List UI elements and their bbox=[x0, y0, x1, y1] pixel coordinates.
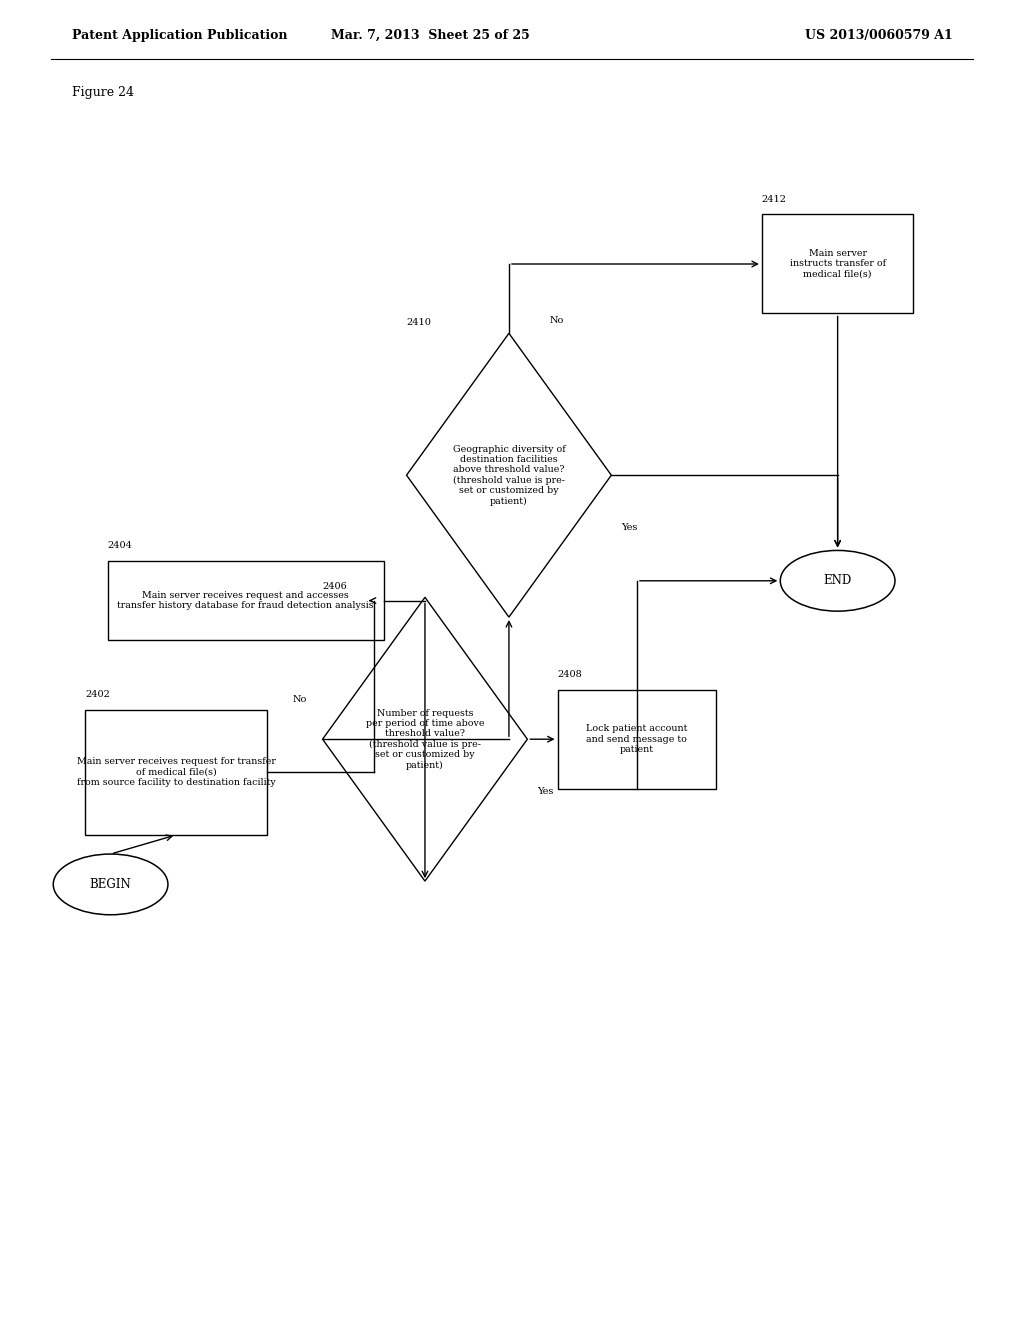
Text: Mar. 7, 2013  Sheet 25 of 25: Mar. 7, 2013 Sheet 25 of 25 bbox=[331, 29, 529, 42]
Text: Patent Application Publication: Patent Application Publication bbox=[72, 29, 287, 42]
Text: Main server receives request and accesses
transfer history database for fraud de: Main server receives request and accesse… bbox=[118, 591, 374, 610]
Text: 2408: 2408 bbox=[557, 671, 583, 678]
Text: 2410: 2410 bbox=[407, 318, 431, 326]
Bar bbox=[762, 214, 913, 313]
Text: END: END bbox=[823, 574, 852, 587]
Text: Yes: Yes bbox=[538, 788, 554, 796]
Text: 2402: 2402 bbox=[85, 690, 110, 700]
Text: 2404: 2404 bbox=[108, 541, 132, 550]
Bar bbox=[557, 689, 717, 788]
Text: 2406: 2406 bbox=[323, 582, 347, 591]
Text: BEGIN: BEGIN bbox=[90, 878, 131, 891]
Text: US 2013/0060579 A1: US 2013/0060579 A1 bbox=[805, 29, 952, 42]
Text: Figure 24: Figure 24 bbox=[72, 86, 134, 99]
Bar bbox=[85, 710, 267, 836]
Text: No: No bbox=[550, 315, 564, 325]
Text: Lock patient account
and send message to
patient: Lock patient account and send message to… bbox=[587, 725, 687, 754]
Text: 2412: 2412 bbox=[762, 195, 786, 205]
Text: Geographic diversity of
destination facilities
above threshold value?
(threshold: Geographic diversity of destination faci… bbox=[453, 445, 565, 506]
Bar bbox=[108, 561, 384, 640]
Text: Number of requests
per period of time above
threshold value?
(threshold value is: Number of requests per period of time ab… bbox=[366, 709, 484, 770]
Text: Yes: Yes bbox=[622, 524, 638, 532]
Text: Main server receives request for transfer
of medical file(s)
from source facilit: Main server receives request for transfe… bbox=[77, 758, 275, 787]
Text: No: No bbox=[293, 696, 307, 704]
Text: Main server
instructs transfer of
medical file(s): Main server instructs transfer of medica… bbox=[790, 249, 886, 279]
